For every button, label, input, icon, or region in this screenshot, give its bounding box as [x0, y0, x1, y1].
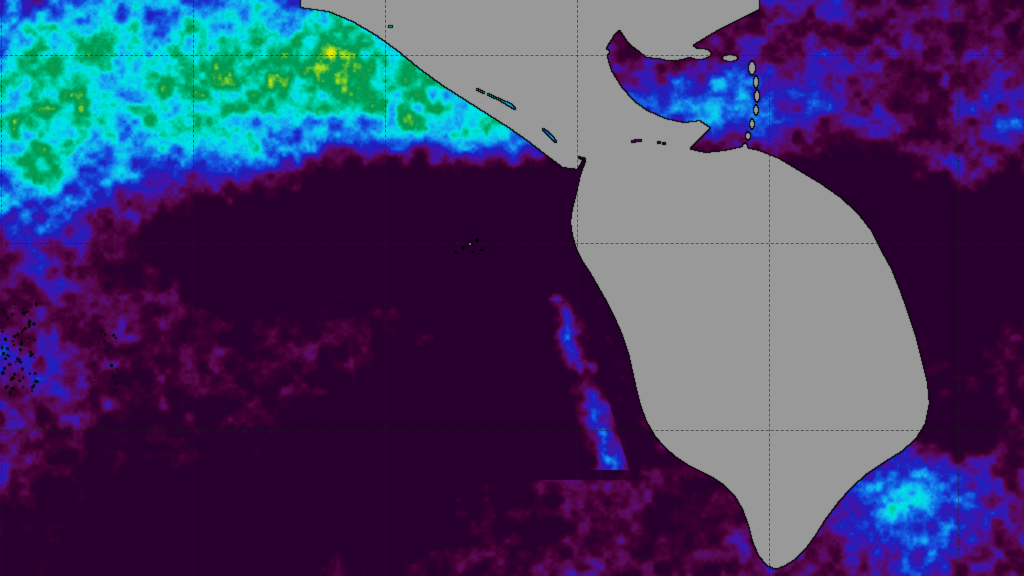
sst-anomaly-map-figure: sea surface temperature anomaly Eastern … — [0, 0, 1024, 576]
sst-anomaly-heatmap-canvas — [0, 0, 1024, 576]
